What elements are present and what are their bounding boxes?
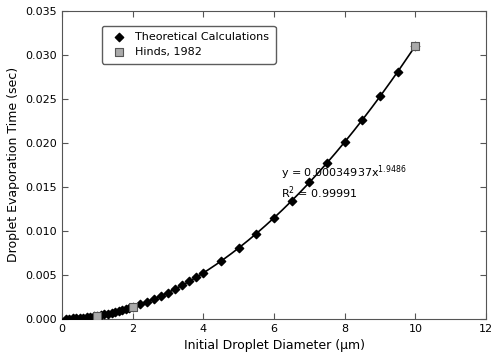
Theoretical Calculations	[65, 316, 73, 321]
Theoretical Calculations	[68, 316, 76, 321]
Theoretical Calculations	[94, 313, 102, 318]
Legend: Theoretical Calculations, Hinds, 1982: Theoretical Calculations, Hinds, 1982	[102, 26, 276, 64]
Theoretical Calculations	[90, 313, 98, 319]
Theoretical Calculations	[252, 230, 260, 236]
Theoretical Calculations	[72, 315, 80, 321]
Theoretical Calculations	[150, 296, 158, 302]
Theoretical Calculations	[83, 314, 91, 320]
Theoretical Calculations	[358, 117, 366, 123]
Theoretical Calculations	[157, 293, 165, 299]
Theoretical Calculations	[192, 274, 200, 280]
X-axis label: Initial Droplet Diameter (μm): Initial Droplet Diameter (μm)	[184, 339, 364, 352]
Theoretical Calculations	[104, 311, 112, 316]
Theoretical Calculations	[118, 307, 126, 313]
Theoretical Calculations	[306, 180, 314, 185]
Text: y = 0.00034937x$^{1.9486}$
R$^2$ = 0.99991: y = 0.00034937x$^{1.9486}$ R$^2$ = 0.999…	[281, 163, 406, 201]
Theoretical Calculations	[125, 305, 133, 311]
Theoretical Calculations	[97, 312, 105, 318]
Theoretical Calculations	[217, 258, 225, 264]
Y-axis label: Droplet Evaporation Time (sec): Droplet Evaporation Time (sec)	[7, 67, 20, 262]
Theoretical Calculations	[288, 198, 296, 204]
Theoretical Calculations	[234, 245, 242, 251]
Theoretical Calculations	[164, 290, 172, 295]
Theoretical Calculations	[62, 316, 70, 321]
Theoretical Calculations	[114, 308, 122, 314]
Theoretical Calculations	[186, 279, 194, 284]
Theoretical Calculations	[129, 304, 137, 310]
Theoretical Calculations	[178, 283, 186, 288]
Theoretical Calculations	[122, 306, 130, 312]
Theoretical Calculations	[100, 311, 108, 317]
Theoretical Calculations	[171, 286, 179, 292]
Theoretical Calculations	[200, 270, 207, 276]
Theoretical Calculations	[111, 309, 119, 315]
Hinds, 1982	[129, 304, 137, 310]
Theoretical Calculations	[376, 94, 384, 99]
Hinds, 1982	[94, 313, 102, 318]
Theoretical Calculations	[76, 315, 84, 321]
Theoretical Calculations	[270, 215, 278, 221]
Theoretical Calculations	[323, 160, 331, 166]
Theoretical Calculations	[136, 302, 144, 307]
Hinds, 1982	[412, 43, 420, 49]
Theoretical Calculations	[143, 299, 151, 304]
Theoretical Calculations	[80, 314, 88, 320]
Theoretical Calculations	[412, 43, 420, 49]
Theoretical Calculations	[86, 314, 94, 320]
Theoretical Calculations	[108, 310, 116, 316]
Theoretical Calculations	[340, 139, 348, 145]
Theoretical Calculations	[394, 69, 402, 75]
